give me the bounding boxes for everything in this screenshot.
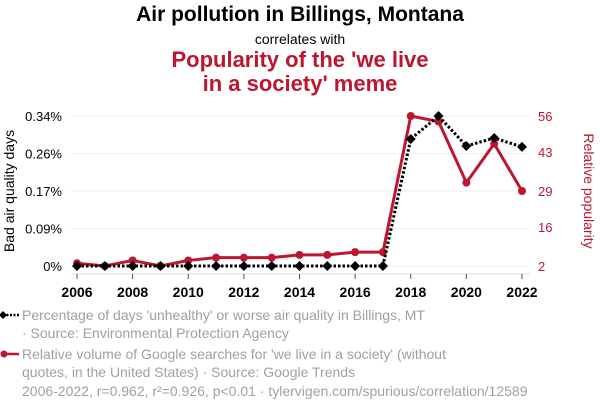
y-right-tick-label: 56 (538, 109, 552, 124)
y-left-tick-label: 0.26% (25, 147, 62, 162)
y-axis-right: 2 16 29 43 56 (538, 109, 552, 274)
data-point-google-searches (267, 253, 276, 262)
data-point-air-quality (350, 261, 361, 271)
x-tick-label: 2008 (117, 284, 148, 300)
y-axis-right-label: Relative popularity (581, 133, 597, 248)
data-point-google-searches (462, 178, 471, 187)
y-left-tick-label: 0.09% (25, 222, 62, 237)
y-right-tick-label: 2 (538, 259, 545, 274)
chart-title-secondary-line1: Popularity of the 'we live (171, 47, 429, 72)
x-tick-label: 2022 (506, 284, 537, 300)
correlation-footer: 2006-2022, r=0.962, r²=0.926, p<0.01 · t… (22, 383, 528, 399)
legend-solid-circle-icon (0, 350, 19, 358)
chart-subtitle: correlates with (254, 31, 346, 47)
gridlines (71, 115, 530, 267)
x-tick-label: 2020 (451, 284, 482, 300)
data-point-air-quality (517, 141, 527, 152)
legend-dotted-diamond-icon (0, 311, 19, 319)
y-axis-left: 0% 0.09% 0.17% 0.26% 0.34% (25, 109, 62, 274)
chart-title-secondary: Popularity of the 'we live in a society'… (0, 48, 600, 96)
data-point-air-quality (155, 261, 166, 271)
y-left-tick-label: 0% (43, 259, 62, 274)
data-point-google-searches (406, 112, 415, 120)
x-tick-label: 2018 (395, 284, 426, 300)
data-point-google-searches (323, 250, 332, 259)
x-tick-label: 2014 (284, 284, 315, 300)
y-right-tick-label: 43 (538, 145, 552, 160)
data-point-air-quality (294, 261, 305, 271)
data-point-air-quality (238, 261, 249, 271)
x-tick-label: 2010 (173, 284, 204, 300)
data-point-google-searches (239, 253, 248, 262)
data-point-google-searches (295, 250, 304, 259)
x-tick-label: 2016 (340, 284, 371, 300)
data-point-air-quality (99, 261, 110, 271)
chart-title: Air pollution in Billings, Montana (136, 3, 464, 26)
legend-text-air-quality-line1: Percentage of days 'unhealthy' or worse … (22, 307, 425, 323)
data-point-air-quality (266, 261, 277, 271)
y-left-tick-label: 0.34% (25, 109, 62, 124)
data-point-air-quality (322, 261, 333, 271)
legend-item-google-searches: Relative volume of Google searches for '… (0, 345, 582, 381)
data-point-air-quality (183, 261, 194, 271)
series-google-searches (73, 112, 526, 270)
legend-text-google-searches-line1: Relative volume of Google searches for '… (22, 346, 446, 362)
y-right-tick-label: 16 (538, 220, 552, 235)
data-point-google-searches (212, 253, 221, 262)
data-point-google-searches (518, 187, 526, 195)
data-point-air-quality (433, 111, 444, 121)
data-point-air-quality (405, 133, 416, 144)
x-tick-label: 2012 (228, 284, 259, 300)
data-point-google-searches (490, 139, 499, 148)
x-axis: 2006 2008 2010 2012 2014 2016 2018 2020 2022 (61, 273, 538, 300)
data-point-google-searches (184, 256, 193, 265)
legend-item-air-quality: Percentage of days 'unhealthy' or worse … (0, 306, 582, 342)
data-point-google-searches (128, 256, 137, 265)
data-point-air-quality (211, 261, 222, 271)
data-point-air-quality (461, 141, 472, 151)
x-tick-label: 2006 (61, 284, 92, 300)
y-left-tick-label: 0.17% (25, 184, 62, 199)
legend-text-air-quality-line2: · Source: Environmental Protection Agenc… (22, 325, 289, 341)
data-point-google-searches (351, 248, 360, 257)
data-point-air-quality (72, 261, 82, 271)
y-axis-left-label: Bad air quality days (1, 130, 17, 252)
data-point-air-quality (489, 133, 500, 144)
data-point-air-quality (127, 261, 138, 271)
series-air-quality (72, 111, 527, 271)
y-right-tick-label: 29 (538, 184, 552, 199)
data-point-air-quality (377, 261, 388, 271)
chart-title-secondary-line2: in a society' meme (202, 71, 398, 96)
legend-text-google-searches-line2: quotes, in the United States) · Source: … (22, 364, 356, 380)
